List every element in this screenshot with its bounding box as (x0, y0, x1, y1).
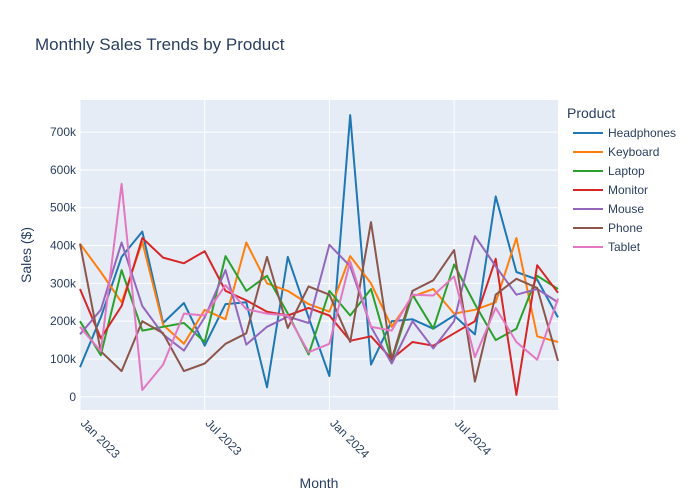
y-tick-label: 100k (50, 352, 77, 366)
legend-item-mouse[interactable]: Mouse (573, 202, 644, 216)
legend-title: Product (567, 105, 615, 121)
y-tick-label: 0 (69, 390, 76, 404)
legend-label: Headphones (608, 126, 676, 140)
y-tick-label: 300k (50, 276, 77, 290)
legend-item-laptop[interactable]: Laptop (573, 164, 645, 178)
legend-label: Laptop (608, 164, 645, 178)
y-axis-ticks: 0 100k 200k 300k 400k 500k 600k 700k (50, 125, 77, 404)
y-tick-label: 700k (50, 125, 77, 139)
series-line-mouse (79, 235, 559, 365)
y-tick-label: 500k (50, 201, 77, 215)
x-tick-label: Jan 2024 (327, 416, 372, 461)
y-axis-title: Sales ($) (18, 227, 34, 283)
y-tick-label: 600k (50, 163, 77, 177)
legend-item-monitor[interactable]: Monitor (573, 183, 648, 197)
legend-item-keyboard[interactable]: Keyboard (573, 145, 659, 159)
series-line-phone (79, 221, 559, 383)
series-line-monitor (79, 237, 559, 396)
legend-item-tablet[interactable]: Tablet (573, 240, 641, 254)
y-tick-label: 400k (50, 239, 77, 253)
legend-label: Phone (608, 221, 643, 235)
legend[interactable]: Product Headphones Keyboard Laptop Monitor M… (567, 105, 676, 254)
legend-label: Mouse (608, 202, 644, 216)
legend-item-phone[interactable]: Phone (573, 221, 643, 235)
x-axis-title: Month (300, 475, 339, 491)
legend-label: Keyboard (608, 145, 659, 159)
series-lines (79, 114, 559, 396)
x-tick-label: Jan 2023 (78, 416, 123, 461)
x-tick-label: Jul 2023 (203, 416, 245, 458)
legend-label: Tablet (608, 240, 641, 254)
y-tick-label: 200k (50, 314, 77, 328)
chart-title: Monthly Sales Trends by Product (35, 35, 285, 54)
legend-label: Monitor (608, 183, 648, 197)
legend-item-headphones[interactable]: Headphones (573, 126, 676, 140)
x-axis-ticks: Jan 2023 Jul 2023 Jan 2024 Jul 2024 (78, 416, 494, 461)
x-tick-label: Jul 2024 (452, 416, 494, 458)
series-line-tablet (79, 182, 559, 391)
